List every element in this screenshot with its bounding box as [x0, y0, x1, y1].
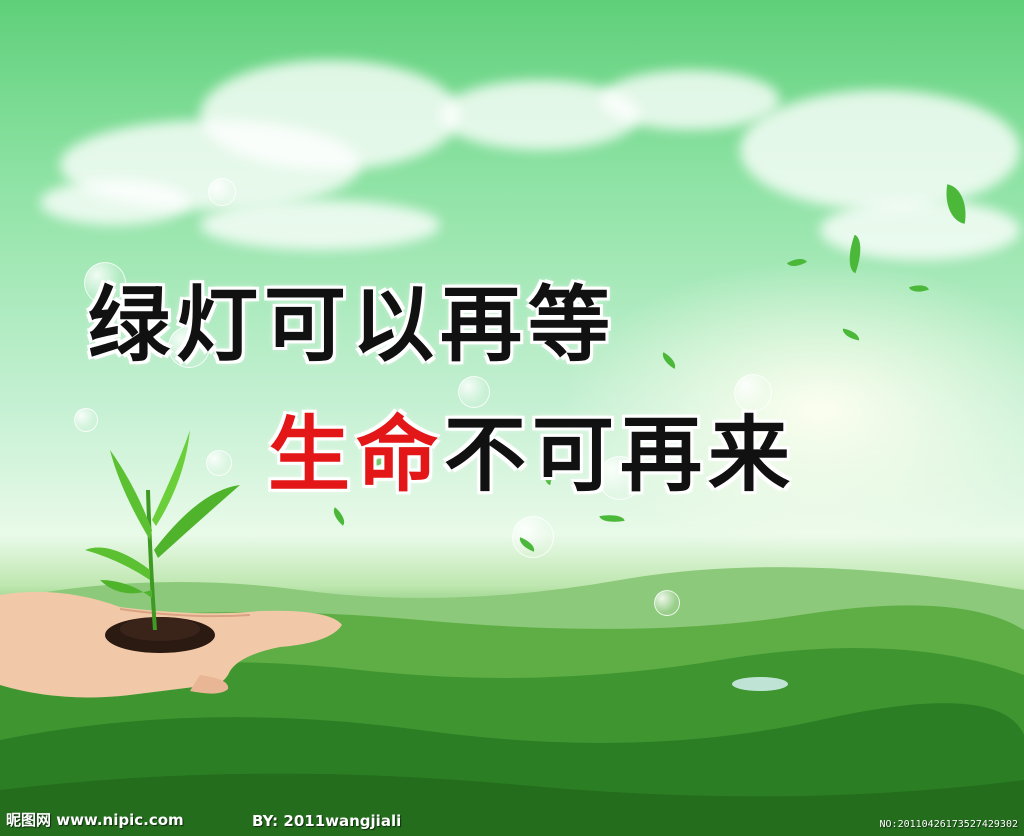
- slogan-highlight: 生命: [268, 407, 445, 503]
- cloud: [40, 180, 190, 225]
- cloud: [740, 90, 1020, 210]
- seedling-icon: [85, 430, 240, 630]
- bubble: [598, 456, 642, 500]
- cloud: [600, 70, 780, 130]
- image-number-watermark: NO:20110426173527429302: [879, 819, 1018, 830]
- slogan-line-1: 绿灯可以再等: [88, 277, 617, 373]
- bubble: [206, 450, 232, 476]
- bubble: [654, 590, 680, 616]
- slogan-line-2-rest: 不可再来: [444, 407, 797, 503]
- sky-glow: [560, 260, 1024, 560]
- cloud: [200, 60, 460, 170]
- bubble: [74, 408, 98, 432]
- bubble: [84, 262, 126, 304]
- bubble: [168, 326, 210, 368]
- author-watermark: BY: 2011wangjiali: [252, 812, 402, 830]
- slogan-line-2: 生命不可再来: [268, 388, 796, 507]
- bubble: [734, 374, 772, 412]
- pond: [732, 677, 788, 691]
- leaf: [599, 511, 625, 526]
- bubble: [208, 178, 236, 206]
- hand-with-seedling: [0, 591, 342, 698]
- leaf: [329, 507, 349, 526]
- cloud: [200, 200, 440, 250]
- site-watermark: 昵图网 www.nipic.com: [6, 811, 184, 829]
- bubble: [458, 376, 490, 408]
